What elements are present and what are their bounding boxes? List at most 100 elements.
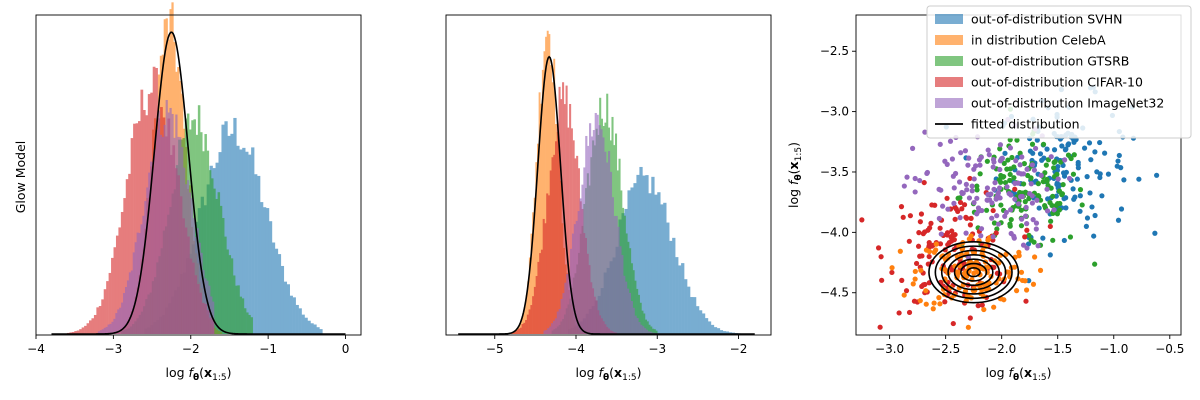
hist-bar xyxy=(560,99,563,334)
scatter-point xyxy=(940,203,946,209)
scatter-point xyxy=(996,260,1002,266)
scatter-point xyxy=(1099,193,1105,199)
scatter-point xyxy=(1037,151,1044,157)
hist-bar xyxy=(547,195,551,334)
scatter-point xyxy=(936,186,942,192)
hist-bar xyxy=(251,147,255,334)
hist-bar xyxy=(666,222,670,334)
scatter-point xyxy=(1068,155,1074,162)
scatter-point xyxy=(1066,141,1072,147)
hist-bar xyxy=(140,89,144,334)
hist-bar xyxy=(633,183,637,334)
scatter-point xyxy=(1013,158,1019,164)
hist-bar xyxy=(642,326,645,334)
hist-bar xyxy=(101,299,105,334)
hist-bar xyxy=(728,332,733,334)
scatter-point xyxy=(1043,162,1049,168)
scatter-point xyxy=(949,156,956,162)
scatter-point xyxy=(1118,206,1125,212)
x-tick-label: −4 xyxy=(27,342,45,356)
scatter-point xyxy=(1079,202,1085,208)
hist-bar xyxy=(675,257,679,334)
scatter-point xyxy=(965,324,971,330)
hist-bar xyxy=(607,151,611,334)
scatter-point xyxy=(1066,175,1073,182)
y-tick-label: −2.5 xyxy=(820,44,849,58)
scatter-point xyxy=(986,152,992,158)
hist-bar xyxy=(228,255,232,334)
scatter-point xyxy=(1027,148,1033,154)
scatter-point xyxy=(1018,223,1025,229)
hist-bar xyxy=(707,321,712,334)
hist-bar xyxy=(93,314,97,334)
scatter-point xyxy=(968,233,974,239)
scatter-point xyxy=(997,166,1003,173)
hist-bar xyxy=(89,320,92,334)
scatter-point xyxy=(1050,237,1056,243)
scatter-point xyxy=(928,220,934,226)
scatter-point xyxy=(966,155,972,161)
scatter-point xyxy=(967,175,973,182)
fitted-curve xyxy=(458,55,755,335)
hist-bar xyxy=(96,307,100,334)
hist-bar xyxy=(108,272,112,334)
scatter-point xyxy=(919,253,925,259)
hist-bar xyxy=(672,237,676,334)
legend-item: fitted distribution xyxy=(935,117,1080,132)
hist-bar xyxy=(245,151,249,334)
hist-bar xyxy=(128,173,131,334)
legend-swatch xyxy=(935,77,963,87)
scatter-point xyxy=(1029,162,1035,168)
legend-item: out-of-distribution ImageNet32 xyxy=(935,96,1164,111)
hist-bar xyxy=(194,236,197,334)
scatter-point xyxy=(1051,147,1058,153)
hist-bar xyxy=(130,138,134,334)
hist-bar xyxy=(630,301,633,334)
scatter-point xyxy=(945,206,951,212)
hist-bar xyxy=(132,252,135,334)
scatter-point xyxy=(1015,201,1022,207)
hist-bar xyxy=(554,318,558,334)
axes-frame xyxy=(445,14,772,336)
scatter-point xyxy=(1105,171,1112,177)
scatter-point xyxy=(1059,143,1065,149)
scatter-point xyxy=(1004,184,1010,190)
hist-bar xyxy=(274,248,279,334)
scatter-point xyxy=(1094,169,1100,175)
hist-bar xyxy=(202,270,205,334)
hist-bar xyxy=(111,257,114,334)
scatter-point xyxy=(1008,230,1014,237)
x-tick-label: −3.0 xyxy=(875,342,904,356)
scatter-point xyxy=(955,195,961,201)
scatter-point xyxy=(998,172,1004,179)
scatter-point xyxy=(1014,137,1020,143)
scatter-point xyxy=(900,214,906,220)
scatter-point xyxy=(1020,171,1027,177)
hist-bar xyxy=(183,167,186,334)
scatter-point xyxy=(1018,207,1024,213)
hist-bar xyxy=(553,154,556,334)
contour-line xyxy=(928,240,1020,304)
scatter-point xyxy=(1024,221,1030,227)
hist-bar xyxy=(289,295,293,334)
scatter-point xyxy=(1007,177,1013,183)
scatter-point xyxy=(878,254,884,260)
scatter-point xyxy=(1016,170,1022,176)
hist-bar xyxy=(611,197,614,334)
scatter-point xyxy=(995,192,1001,198)
hist-bar xyxy=(301,314,305,334)
scatter-point xyxy=(997,146,1003,152)
hist-bar xyxy=(654,194,658,334)
hist-bar xyxy=(571,233,575,334)
hist-bar xyxy=(163,124,166,335)
scatter-point xyxy=(983,264,989,271)
scatter-point xyxy=(889,265,895,271)
scatter-point xyxy=(1026,232,1032,238)
scatter-point xyxy=(1001,160,1007,167)
hist-bar xyxy=(690,297,694,334)
scatter-point xyxy=(1032,254,1038,260)
hist-bar xyxy=(725,331,730,334)
x-tick-label: −1 xyxy=(259,342,277,356)
scatter-point xyxy=(981,306,987,313)
hist-bar xyxy=(530,233,533,334)
